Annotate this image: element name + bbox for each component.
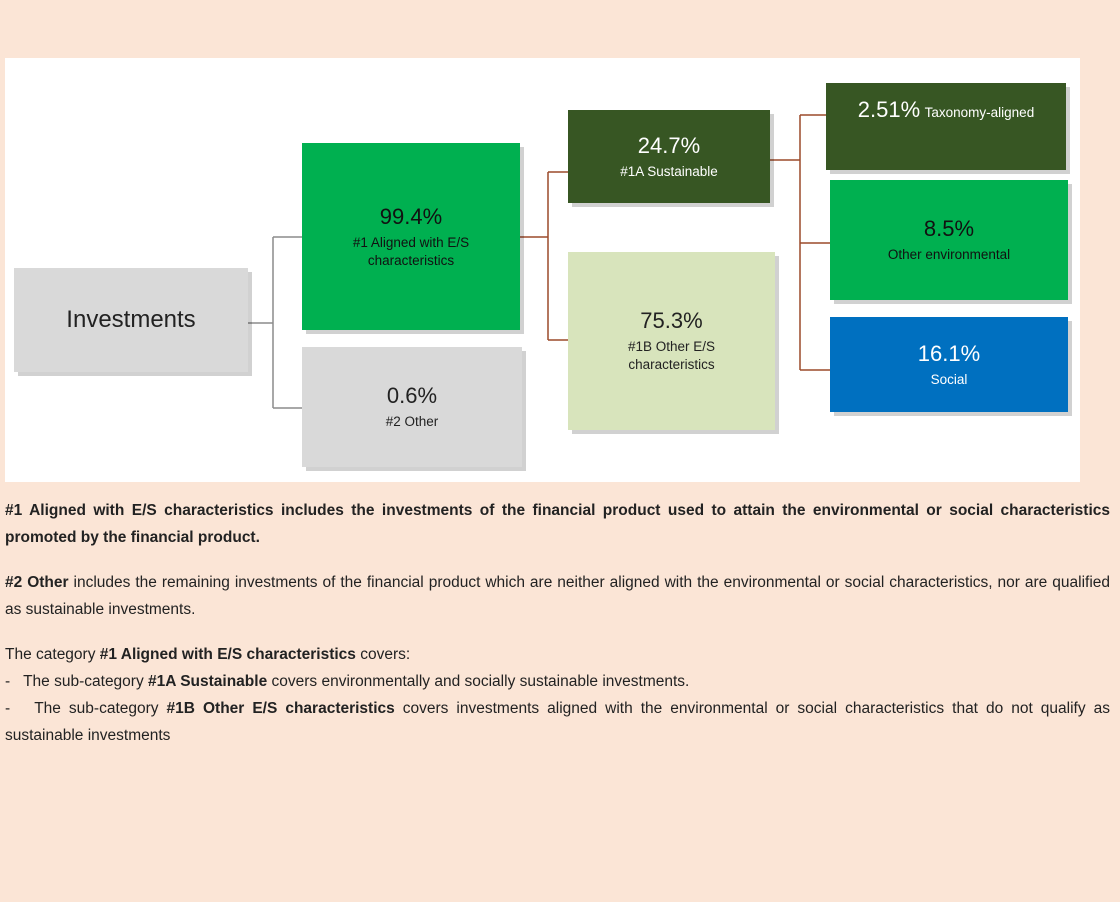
connectors bbox=[248, 114, 830, 409]
node: 8.5% Other environmental bbox=[830, 180, 1068, 300]
node-label: Social bbox=[930, 371, 968, 387]
text: includes the remaining investments of th… bbox=[5, 574, 1111, 618]
node-label: #1 Aligned with E/S characteristics bbox=[352, 234, 470, 268]
node-label: Other environmental bbox=[887, 247, 1011, 262]
node-value: 99.4% bbox=[379, 203, 443, 229]
list-item: - The sub-category #1A Sustainable cover… bbox=[5, 668, 1110, 695]
connector bbox=[770, 114, 830, 371]
paragraph: #2 Other includes the remaining investme… bbox=[5, 569, 1110, 623]
text: #2 Other bbox=[5, 574, 69, 591]
node-value: 24.7% bbox=[637, 132, 701, 158]
text: #1B Other E/S characteristics bbox=[166, 700, 395, 717]
connector bbox=[520, 171, 568, 341]
node-value: 2.51% bbox=[857, 97, 921, 122]
node: 2.51% Taxonomy-aligned bbox=[826, 83, 1066, 170]
text: The sub-category bbox=[23, 673, 149, 690]
node-label: Taxonomy-aligned bbox=[924, 105, 1035, 120]
text: The sub-category bbox=[34, 700, 167, 717]
node-label: #1A Sustainable bbox=[620, 163, 718, 179]
bullet: - bbox=[5, 700, 11, 717]
node: Investments bbox=[14, 268, 248, 372]
list-item: - The sub-category #1B Other E/S charact… bbox=[5, 695, 1110, 749]
node: 75.3% #1B Other E/S characteristics bbox=[568, 252, 775, 430]
node: 99.4% #1 Aligned with E/S characteristic… bbox=[302, 143, 520, 330]
paragraph: The category #1 Aligned with E/S charact… bbox=[5, 641, 1110, 668]
node-value: 0.6% bbox=[386, 383, 438, 408]
node-label: #2 Other bbox=[385, 414, 439, 429]
node-value: 75.3% bbox=[640, 308, 703, 333]
connector bbox=[248, 236, 302, 409]
text: #1 Aligned with E/S characteristics bbox=[99, 646, 356, 663]
node-label: #1B Other E/S characteristics bbox=[627, 339, 716, 372]
node: 0.6% #2 Other bbox=[302, 347, 522, 467]
text: covers investments aligned with the envi… bbox=[5, 700, 1110, 744]
explanation: #1 Aligned with E/S characteristics incl… bbox=[5, 497, 1110, 749]
node-value: Investments bbox=[66, 306, 196, 333]
text: The category bbox=[5, 646, 100, 663]
bullet: - bbox=[5, 673, 11, 690]
paragraph: #1 Aligned with E/S characteristics incl… bbox=[5, 497, 1110, 551]
node: 16.1% Social bbox=[830, 317, 1068, 412]
node-value: 16.1% bbox=[917, 340, 981, 366]
node-value: 8.5% bbox=[923, 216, 975, 241]
text: covers: bbox=[355, 646, 411, 663]
node: 24.7% #1A Sustainable bbox=[568, 110, 770, 203]
text: #1A Sustainable bbox=[148, 673, 268, 690]
text: covers environmentally and socially sust… bbox=[267, 673, 690, 690]
text: #1 Aligned with E/S characteristics incl… bbox=[5, 502, 1110, 546]
